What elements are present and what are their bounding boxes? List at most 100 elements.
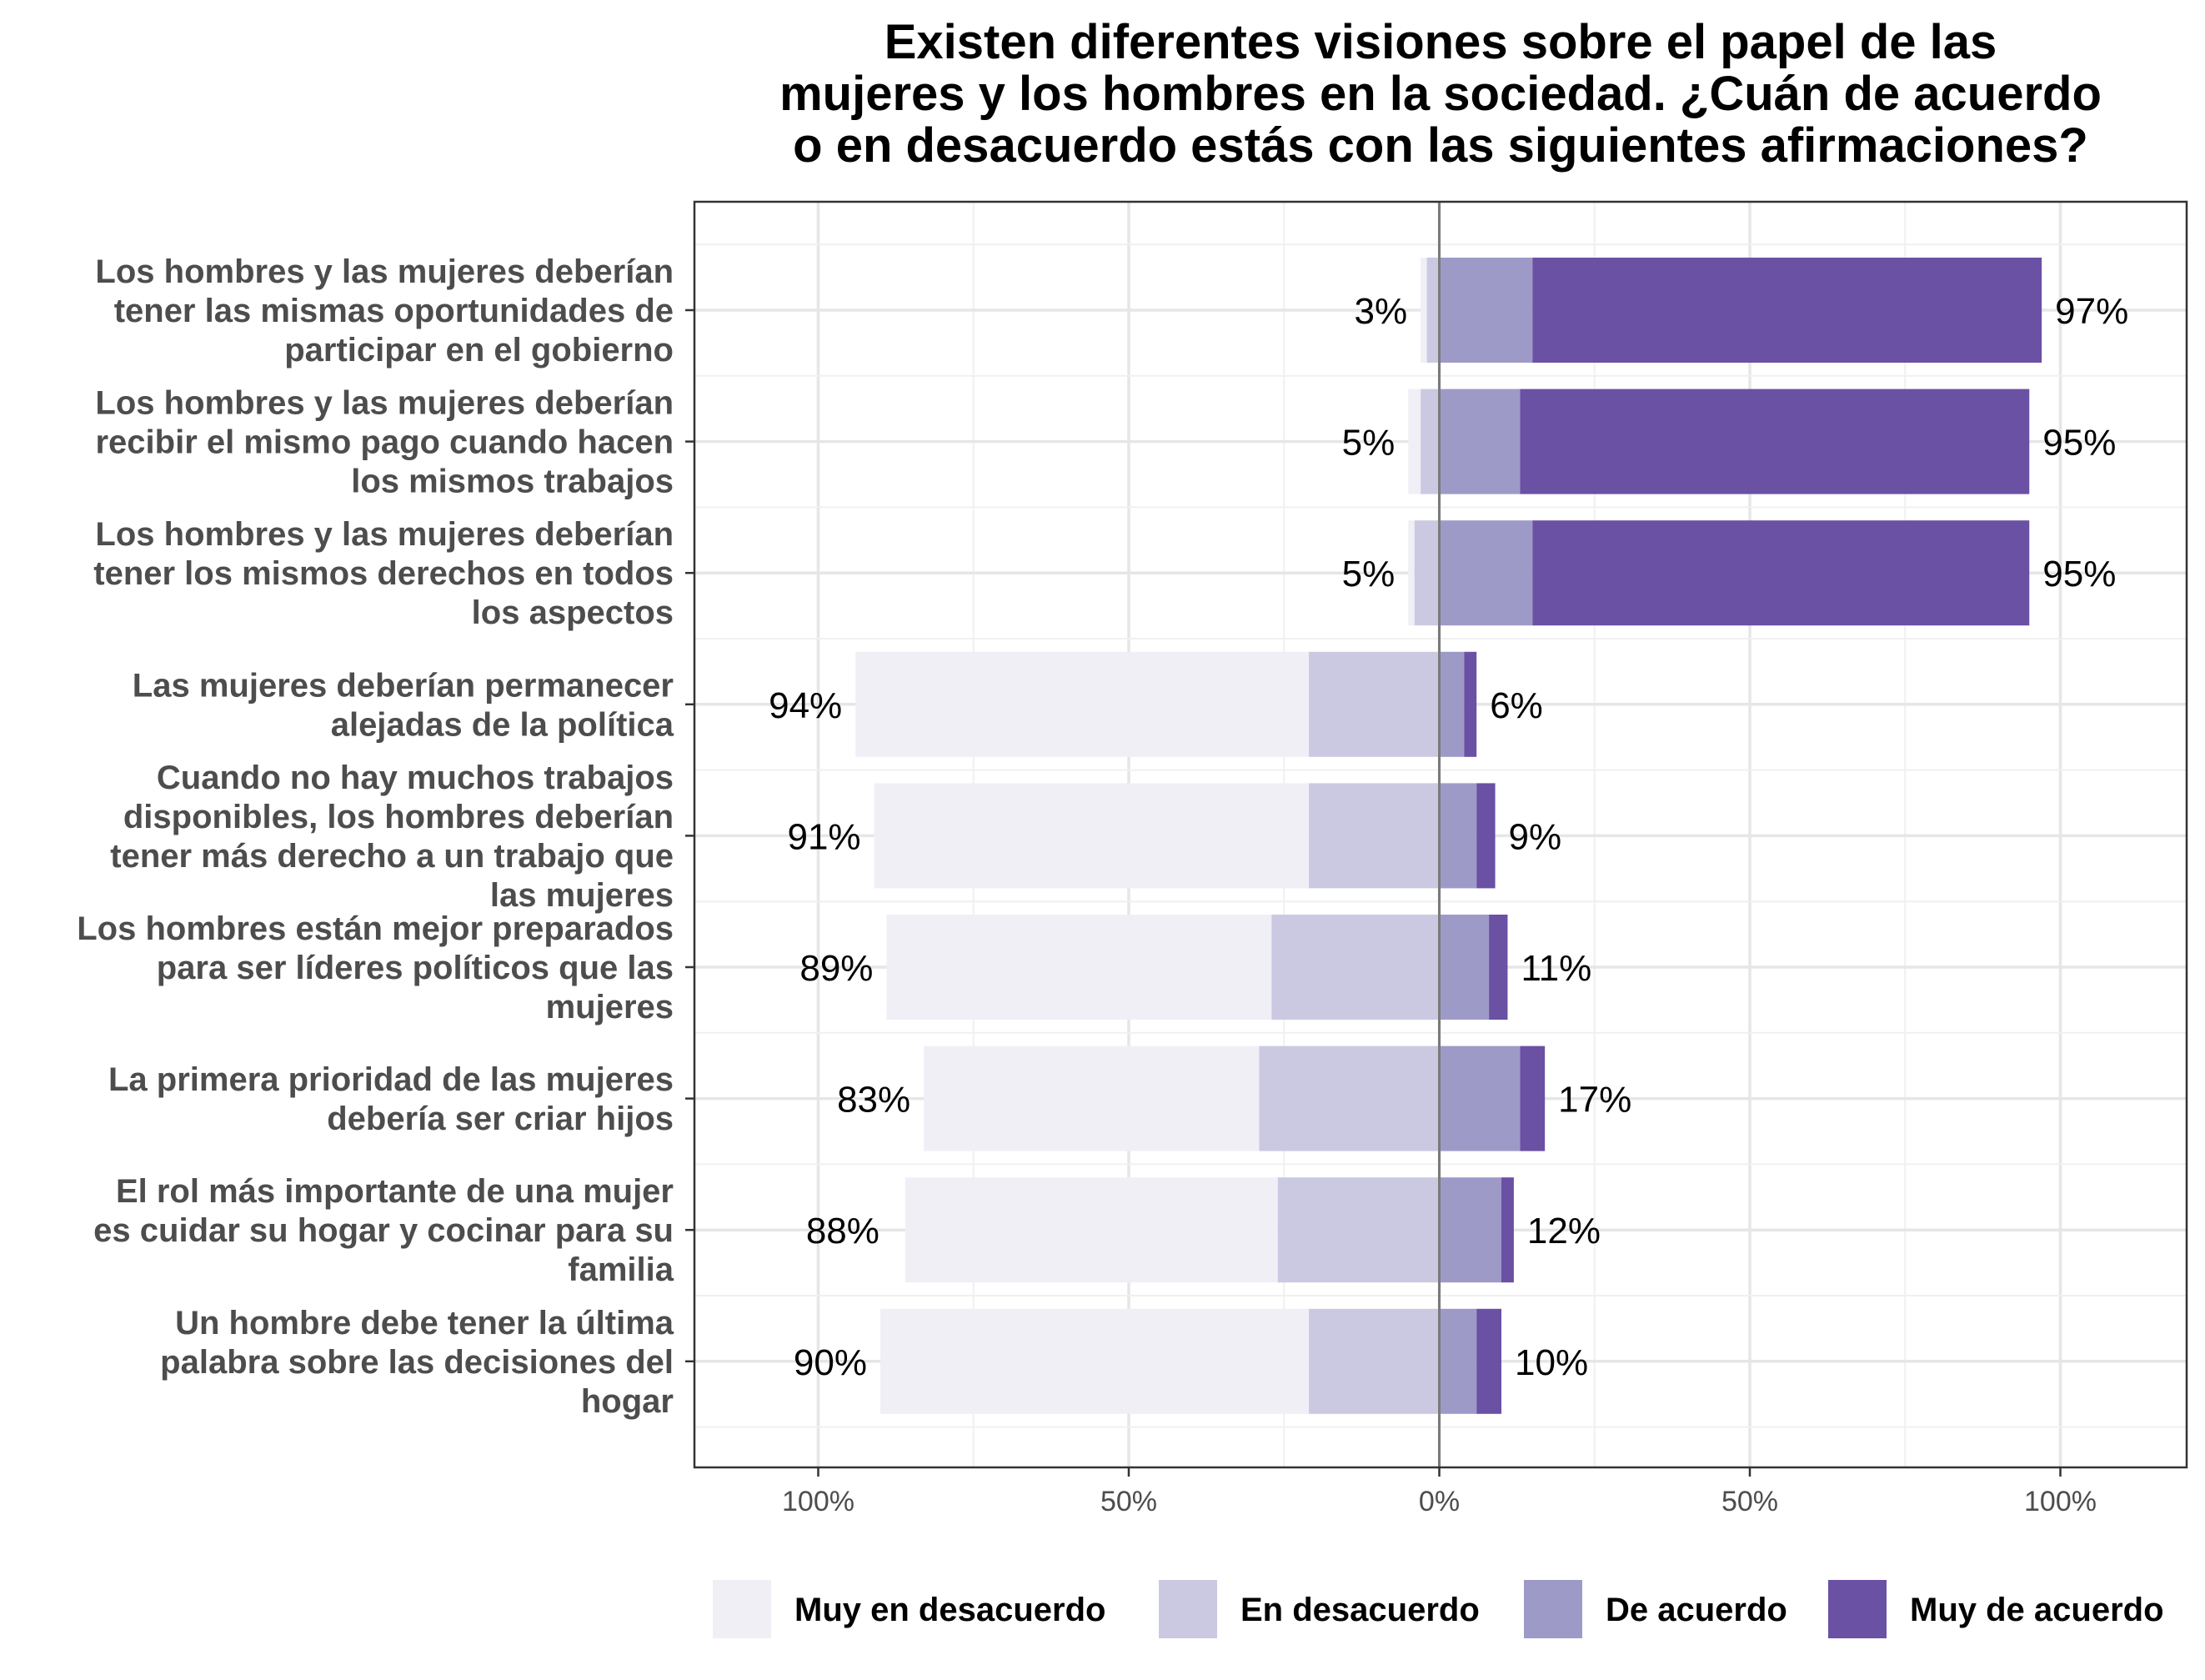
chart-title: Existen diferentes visiones sobre el pap…	[779, 15, 2102, 173]
data-label-agree: 97%	[2055, 291, 2128, 332]
chart-title-line: o en desacuerdo estás con las siguientes…	[793, 118, 2088, 173]
bar-segment	[1520, 1046, 1546, 1151]
y-tick-label-line: recibir el mismo pago cuando hacen	[95, 424, 674, 461]
bar-segment	[1271, 915, 1440, 1020]
legend-label: En desacuerdo	[1240, 1592, 1480, 1628]
bar-segment	[1309, 651, 1440, 757]
legend-label: Muy de acuerdo	[1910, 1592, 2164, 1628]
bar-segment	[924, 1046, 1260, 1151]
bar-segment	[880, 1308, 1310, 1414]
legend-item: En desacuerdo	[1159, 1580, 1480, 1638]
y-tick-label: Los hombres y las mujeres deberíanrecibi…	[95, 385, 674, 500]
data-label-disagree: 5%	[1342, 423, 1396, 464]
y-tick-label-line: Los hombres y las mujeres deberían	[95, 516, 674, 553]
y-tick-label-line: mujeres	[546, 989, 674, 1026]
y-tick-label-line: tener más derecho a un trabajo que	[110, 838, 674, 875]
y-tick-label: Los hombres y las mujeres deberíantener …	[93, 516, 674, 631]
y-tick-label-line: El rol más importante de una mujer	[116, 1173, 674, 1210]
bar-segment	[1259, 1046, 1440, 1151]
y-tick-label-line: La primera prioridad de las mujeres	[108, 1061, 674, 1098]
data-label-disagree: 88%	[806, 1211, 879, 1251]
y-tick-label-line: los aspectos	[472, 594, 674, 631]
legend-label: Muy en desacuerdo	[794, 1592, 1105, 1628]
y-tick-label-line: alejadas de la política	[331, 706, 674, 743]
y-tick-label: El rol más importante de una mujeres cui…	[93, 1173, 674, 1288]
y-tick-label: Las mujeres deberían permaneceralejadas …	[133, 667, 674, 743]
y-tick-label-line: disponibles, los hombres deberían	[123, 799, 674, 835]
y-tick-label-line: Los hombres y las mujeres deberían	[95, 253, 674, 290]
legend-item: Muy en desacuerdo	[713, 1580, 1105, 1638]
data-label-agree: 10%	[1515, 1342, 1588, 1383]
y-tick-label-line: palabra sobre las decisiones del	[160, 1344, 674, 1381]
y-tick-label-line: para ser líderes políticos que las	[157, 950, 674, 986]
bar-segment	[1439, 1308, 1477, 1414]
bar-segment	[1439, 1046, 1521, 1151]
bar-segment	[874, 783, 1310, 889]
y-tick-label: Cuando no hay muchos trabajosdisponibles…	[110, 760, 674, 914]
data-label-disagree: 91%	[787, 816, 860, 857]
bar-segment	[1464, 651, 1477, 757]
y-tick-label-line: Los hombres y las mujeres deberían	[95, 385, 674, 422]
data-label-disagree: 90%	[794, 1342, 867, 1383]
data-label-disagree: 3%	[1355, 291, 1408, 332]
bar-segment	[1439, 520, 1533, 626]
legend-item: De acuerdo	[1524, 1580, 1787, 1638]
y-tick-label: Los hombres y las mujeres deberíantener …	[95, 253, 674, 369]
y-tick-label-line: las mujeres	[490, 877, 674, 914]
bar-segment	[1309, 1308, 1440, 1414]
y-tick-label-line: Los hombres están mejor preparados	[77, 910, 674, 947]
x-tick-label: 0%	[1419, 1486, 1460, 1517]
bar-segment	[1532, 258, 2042, 363]
data-label-agree: 9%	[1509, 816, 1562, 857]
data-label-disagree: 5%	[1342, 554, 1396, 594]
x-tick-label: 50%	[1721, 1486, 1778, 1517]
chart-title-line: Existen diferentes visiones sobre el pap…	[885, 15, 1997, 69]
y-axis: Los hombres y las mujeres deberíantener …	[77, 253, 694, 1420]
bar-segment	[1408, 520, 1415, 626]
data-label-disagree: 89%	[799, 948, 873, 989]
bar-segment	[1439, 783, 1477, 889]
bar-segment	[1439, 258, 1533, 363]
y-tick-label-line: familia	[568, 1251, 674, 1288]
y-tick-label-line: los mismos trabajos	[351, 464, 674, 500]
y-tick-label-line: debería ser criar hijos	[327, 1101, 674, 1137]
bar-segment	[1426, 258, 1440, 363]
legend-swatch	[1159, 1580, 1217, 1638]
bar-segment	[1476, 783, 1496, 889]
bar-segment	[855, 651, 1310, 757]
data-label-agree: 95%	[2042, 423, 2116, 464]
legend-swatch	[1524, 1580, 1582, 1638]
y-tick-label: La primera prioridad de las mujeresdeber…	[108, 1061, 674, 1137]
y-tick-label-line: tener los mismos derechos en todos	[93, 555, 674, 592]
data-label-agree: 6%	[1490, 685, 1543, 726]
bar-segment	[1520, 389, 2030, 494]
bar-segment	[1309, 783, 1440, 889]
data-label-agree: 12%	[1527, 1211, 1601, 1251]
data-labels: 3% 97% 5% 95% 5% 95% 94% 6% 91% 9% 89% 11% 83% 17% 88%…	[769, 291, 2128, 1383]
x-tick-label: 100%	[2024, 1486, 2097, 1517]
bar-segment	[1439, 389, 1521, 494]
legend-label: De acuerdo	[1606, 1592, 1787, 1628]
legend-swatch	[1828, 1580, 1887, 1638]
bar-segment	[1489, 915, 1508, 1020]
data-label-agree: 95%	[2042, 554, 2116, 594]
bar-segment	[1408, 389, 1421, 494]
bar-segment	[1439, 1177, 1501, 1283]
y-tick-label-line: es cuidar su hogar y cocinar para su	[93, 1212, 674, 1249]
bar-segment	[1439, 915, 1490, 1020]
y-tick-label-line: participar en el gobierno	[284, 332, 674, 369]
x-axis: 100% 50% 0% 50% 100%	[782, 1467, 2097, 1517]
y-tick-label-line: tener las mismas oportunidades de	[114, 293, 674, 329]
x-tick-label: 100%	[782, 1486, 854, 1517]
y-tick-label-line: Las mujeres deberían permanecer	[133, 667, 674, 704]
y-tick-label-line: hogar	[581, 1383, 674, 1420]
x-tick-label: 50%	[1100, 1486, 1157, 1517]
data-label-agree: 11%	[1521, 948, 1591, 989]
bar-segment	[1414, 520, 1440, 626]
bar-segment	[1476, 1308, 1501, 1414]
bar-segment	[1532, 520, 2030, 626]
plot-border	[693, 200, 2188, 1469]
